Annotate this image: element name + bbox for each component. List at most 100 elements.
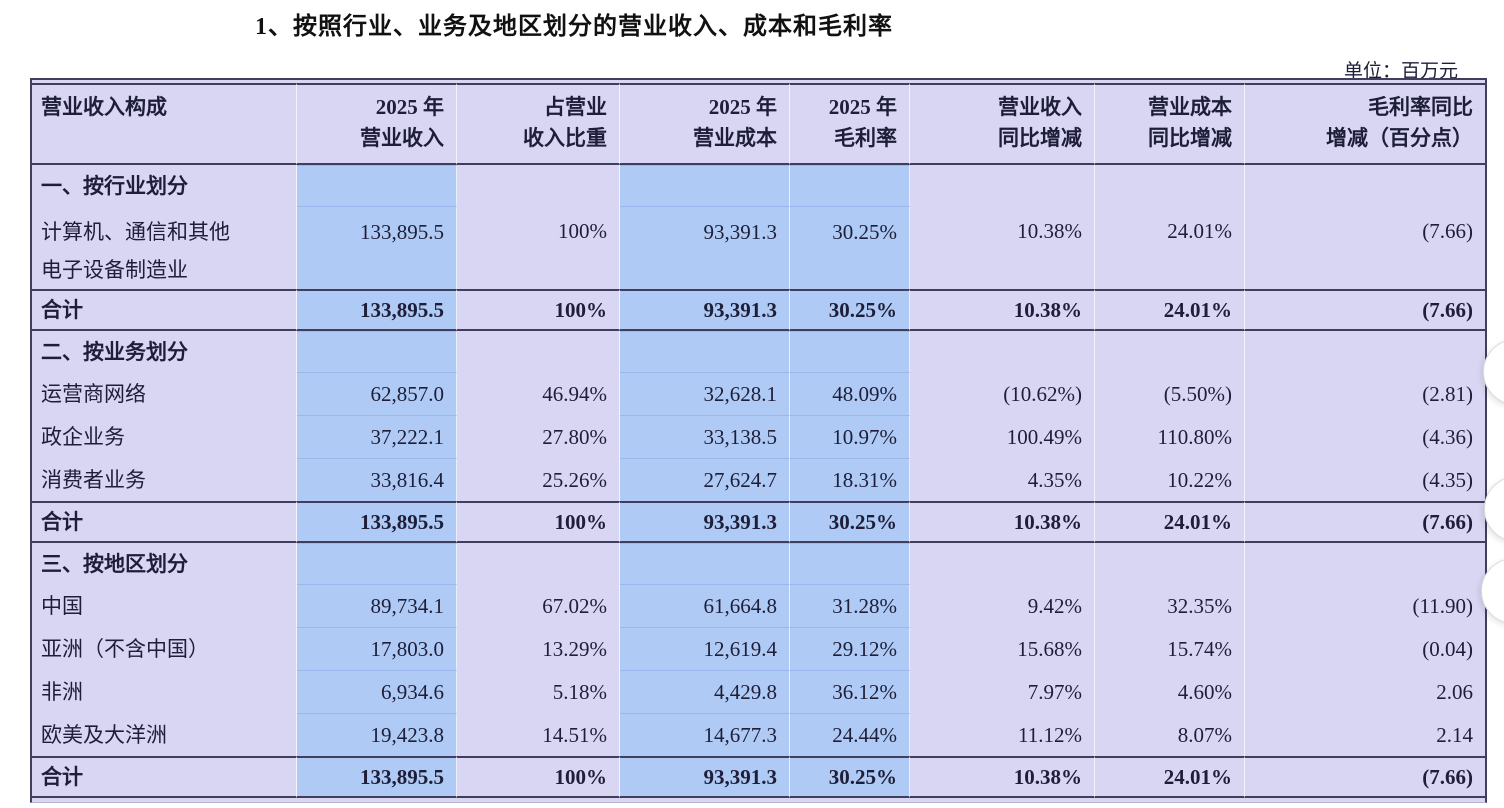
cell-value: (7.66) [1245,289,1485,331]
cell-value [790,543,910,584]
cell-value: 24.01% [1095,289,1245,331]
data-row: 政企业务 37,222.1 27.80% 33,138.5 10.97% 100.49% 1… [32,415,1485,458]
header-2025-revenue: 2025 年 营业收入 [297,83,457,165]
cell-value: 15.68% [910,627,1095,670]
cell-value [457,331,620,372]
cell-value: 25.26% [457,458,620,501]
cell-value: 14.51% [457,713,620,756]
cell-value [620,543,790,584]
cell-value: 18.31% [790,458,910,501]
revenue-table-grid: 营业收入构成 2025 年 营业收入 占营业 收入比重 2025 年 营业成本 … [32,83,1485,798]
cell-value: 5.18% [457,670,620,713]
cell-value: 4.35% [910,458,1095,501]
cell-value: 93,391.3 [620,501,790,543]
section-title-row-3: 三、按地区划分 [32,543,1485,584]
cell-value [1245,543,1485,584]
cell-value [1095,331,1245,372]
data-row: 运营商网络 62,857.0 46.94% 32,628.1 48.09% (10.62%… [32,372,1485,415]
unit-label: 单位：百万元 [1343,61,1458,82]
cell-value: 93,391.3 [620,206,790,289]
cell-value: (11.90) [1412,593,1473,618]
cell-value: (2.81) [1422,381,1473,406]
cell-value [910,165,1095,206]
cell-value [1095,165,1245,206]
cell-value: 33,816.4 [297,458,457,501]
header-revenue-yoy: 营业收入 同比增减 [910,83,1095,165]
cell-value: 30.25% [790,206,910,289]
cell-value: 7.97% [910,670,1095,713]
cell-value: (7.66) [1245,756,1485,798]
cell-value: 31.28% [790,584,910,627]
cell-value: (4.36) [1422,424,1473,449]
cell-value [1245,165,1485,206]
data-row: 亚洲（不含中国） 17,803.0 13.29% 12,619.4 29.12% 15.6… [32,627,1485,670]
row-label: 一、按行业划分 [32,165,297,206]
cell-value: 100.49% [910,415,1095,458]
cell-value [1245,331,1485,372]
cell-value: 93,391.3 [620,289,790,331]
row-label: 消费者业务 [32,458,297,501]
cell-value: 100% [457,756,620,798]
table-header: 营业收入构成 2025 年 营业收入 占营业 收入比重 2025 年 营业成本 … [32,83,1485,165]
cell-value: (7.66) [1245,501,1485,543]
cell-value: 10.38% [910,289,1095,331]
cell-value: 10.38% [910,206,1095,289]
total-row-3: 合计 133,895.5 100% 93,391.3 30.25% 10.38% 24.01… [32,756,1485,798]
section-title-row-1: 一、按行业划分 [32,165,1485,206]
cell-value: 48.09% [790,372,910,415]
cell-value: 24.01% [1095,756,1245,798]
cell-value: 9.42% [910,584,1095,627]
cell-value: 30.25% [790,289,910,331]
row-label: 欧美及大洋洲 [32,713,297,756]
cell-value: 93,391.3 [620,756,790,798]
cell-value: 32,628.1 [620,372,790,415]
cell-value: 67.02% [457,584,620,627]
cell-value: 19,423.8 [297,713,457,756]
cell-value [457,543,620,584]
table-body: 一、按行业划分 计算机、通信和其他 电子设备制造业 133,895.5 100% 93,… [32,165,1485,798]
cell-value: 32.35% [1095,584,1245,627]
cell-value: 2.14 [1436,722,1473,747]
header-2025-margin: 2025 年 毛利率 [790,83,910,165]
cell-value: (4.35) [1422,467,1473,492]
cell-value: 4,429.8 [620,670,790,713]
row-label: 二、按业务划分 [32,331,297,372]
cell-value [620,331,790,372]
cell-value: 8.07% [1095,713,1245,756]
header-row: 营业收入构成 2025 年 营业收入 占营业 收入比重 2025 年 营业成本 … [32,83,1485,165]
row-label: 计算机、通信和其他 电子设备制造业 [32,206,297,289]
cell-value: 133,895.5 [297,501,457,543]
total-row-2: 合计 133,895.5 100% 93,391.3 30.25% 10.38% 24.01… [32,501,1485,543]
header-margin-yoy: 毛利率同比 增减（百分点） [1245,83,1485,165]
header-cost-yoy: 营业成本 同比增减 [1095,83,1245,165]
floating-button-2[interactable] [1484,476,1504,542]
cell-value: 24.01% [1095,206,1245,289]
cell-value: 27.80% [457,415,620,458]
cell-value: 10.22% [1095,458,1245,501]
cell-value [457,165,620,206]
cell-value: 100% [457,289,620,331]
cell-value [620,165,790,206]
row-label: 亚洲（不含中国） [32,627,297,670]
cell-value: 2.06 [1436,679,1473,704]
cell-value [910,331,1095,372]
section-title-row-2: 二、按业务划分 [32,331,1485,372]
row-label: 运营商网络 [32,372,297,415]
cell-value [1095,543,1245,584]
cell-value: 13.29% [457,627,620,670]
cell-value [910,543,1095,584]
cell-value [790,331,910,372]
page-title: 1、按照行业、业务及地区划分的营业收入、成本和毛利率 [255,14,893,40]
data-row: 非洲 6,934.6 5.18% 4,429.8 36.12% 7.97% 4.60% 2.0… [32,670,1485,713]
cell-value [297,165,457,206]
cell-value: 12,619.4 [620,627,790,670]
cell-value: 24.44% [790,713,910,756]
data-row: 计算机、通信和其他 电子设备制造业 133,895.5 100% 93,391.3 30… [32,206,1485,289]
cell-value: 89,734.1 [297,584,457,627]
cell-value: (5.50%) [1095,372,1245,415]
row-label: 三、按地区划分 [32,543,297,584]
cell-value: 46.94% [457,372,620,415]
data-row: 中国 89,734.1 67.02% 61,664.8 31.28% 9.42% 32.35… [32,584,1485,627]
cell-value: 62,857.0 [297,372,457,415]
cell-value: 36.12% [790,670,910,713]
